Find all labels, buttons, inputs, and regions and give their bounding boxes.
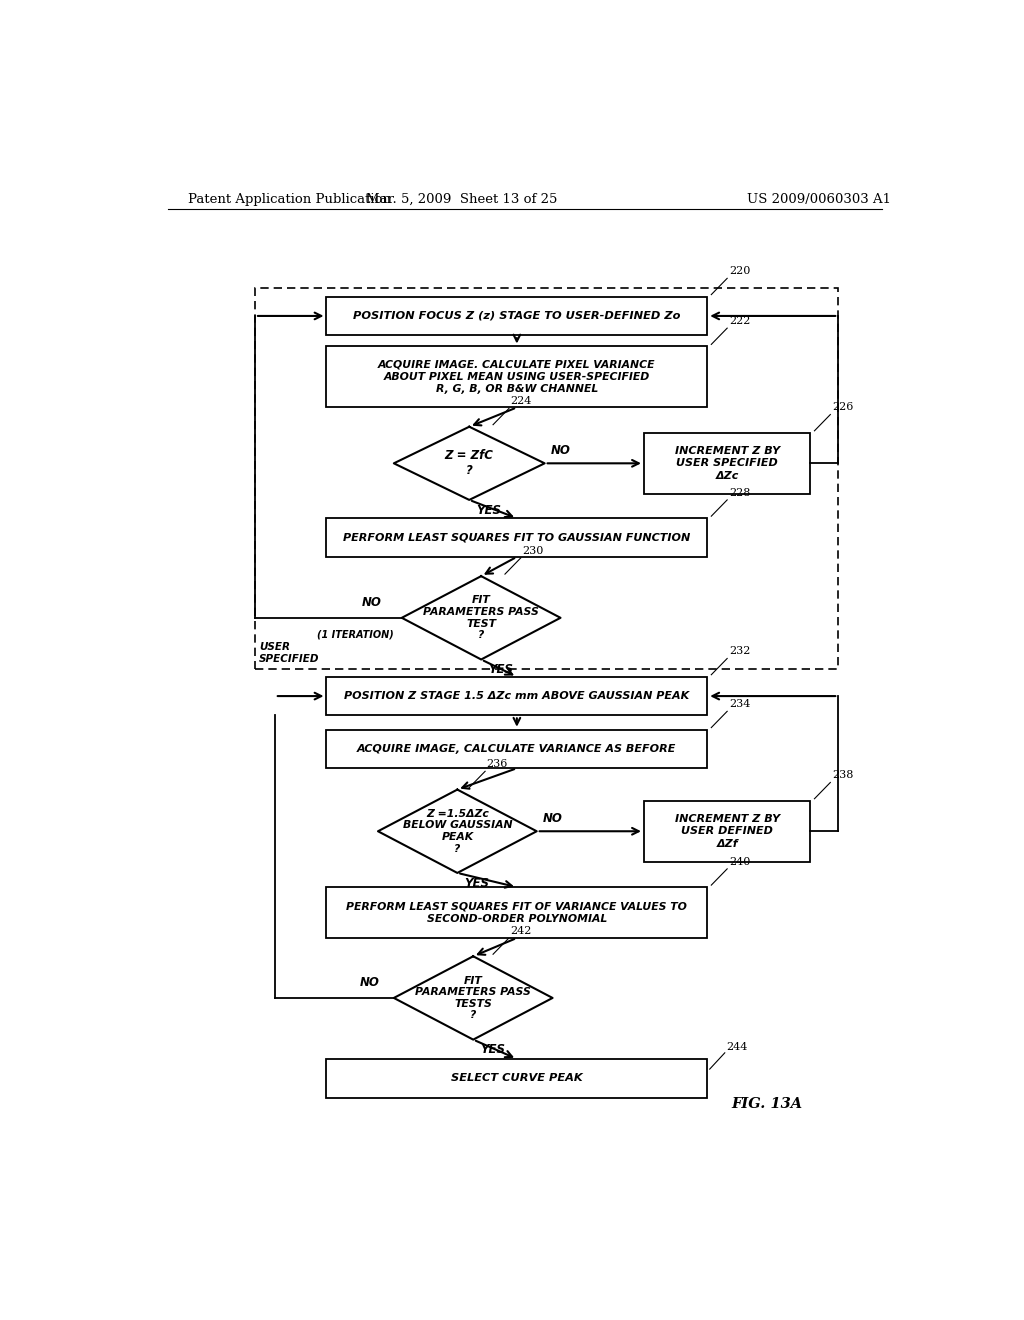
Text: ACQUIRE IMAGE. CALCULATE PIXEL VARIANCE
ABOUT PIXEL MEAN USING USER-SPECIFIED
R,: ACQUIRE IMAGE. CALCULATE PIXEL VARIANCE …: [378, 359, 655, 395]
Text: FIG. 13A: FIG. 13A: [731, 1097, 802, 1110]
Text: INCREMENT Z BY
USER SPECIFIED
ΔZc: INCREMENT Z BY USER SPECIFIED ΔZc: [675, 446, 779, 480]
Text: 226: 226: [831, 403, 853, 412]
Text: (1 ITERATION): (1 ITERATION): [317, 630, 394, 639]
Text: NO: NO: [359, 977, 380, 989]
Text: POSITION Z STAGE 1.5 ΔZc mm ABOVE GAUSSIAN PEAK: POSITION Z STAGE 1.5 ΔZc mm ABOVE GAUSSI…: [344, 692, 689, 701]
Text: POSITION FOCUS Z (z) STAGE TO USER-DEFINED Zo: POSITION FOCUS Z (z) STAGE TO USER-DEFIN…: [353, 312, 681, 321]
Text: ACQUIRE IMAGE, CALCULATE VARIANCE AS BEFORE: ACQUIRE IMAGE, CALCULATE VARIANCE AS BEF…: [357, 744, 677, 754]
Text: 220: 220: [729, 267, 751, 276]
Text: SELECT CURVE PEAK: SELECT CURVE PEAK: [451, 1073, 583, 1084]
Polygon shape: [378, 789, 537, 873]
Text: 240: 240: [729, 857, 751, 867]
Text: 228: 228: [729, 488, 751, 498]
Text: YES: YES: [480, 1043, 506, 1056]
Polygon shape: [394, 956, 553, 1040]
Text: USER
SPECIFIED: USER SPECIFIED: [259, 642, 319, 664]
Text: YES: YES: [465, 876, 489, 890]
Bar: [255, 289, 839, 669]
Text: 232: 232: [729, 647, 751, 656]
Text: 238: 238: [831, 771, 853, 780]
Text: YES: YES: [488, 663, 513, 676]
Text: 224: 224: [511, 396, 531, 407]
Bar: [327, 346, 708, 408]
Text: YES: YES: [476, 503, 502, 516]
Polygon shape: [401, 576, 560, 660]
Bar: [644, 801, 811, 862]
Text: Mar. 5, 2009  Sheet 13 of 25: Mar. 5, 2009 Sheet 13 of 25: [366, 193, 557, 206]
Text: FIT
PARAMETERS PASS
TESTS
?: FIT PARAMETERS PASS TESTS ?: [416, 975, 531, 1020]
Text: US 2009/0060303 A1: US 2009/0060303 A1: [748, 193, 891, 206]
Text: Z = ZfC
?: Z = ZfC ?: [444, 449, 494, 478]
Bar: [327, 1059, 708, 1097]
Bar: [644, 433, 811, 494]
Bar: [327, 519, 708, 557]
Text: FIT
PARAMETERS PASS
TEST
?: FIT PARAMETERS PASS TEST ?: [423, 595, 539, 640]
Bar: [327, 297, 708, 335]
Text: 242: 242: [511, 925, 531, 936]
Text: 222: 222: [729, 315, 751, 326]
Text: Z =1.5ΔZc
BELOW GAUSSIAN
PEAK
?: Z =1.5ΔZc BELOW GAUSSIAN PEAK ?: [402, 809, 512, 854]
Polygon shape: [394, 426, 545, 500]
Bar: [327, 677, 708, 715]
Text: NO: NO: [543, 812, 562, 825]
Text: 236: 236: [486, 759, 508, 770]
Text: Patent Application Publication: Patent Application Publication: [187, 193, 390, 206]
Bar: [327, 887, 708, 939]
Text: 244: 244: [726, 1041, 748, 1052]
Text: PERFORM LEAST SQUARES FIT TO GAUSSIAN FUNCTION: PERFORM LEAST SQUARES FIT TO GAUSSIAN FU…: [343, 532, 690, 543]
Text: NO: NO: [362, 597, 382, 609]
Text: INCREMENT Z BY
USER DEFINED
ΔZf: INCREMENT Z BY USER DEFINED ΔZf: [675, 814, 779, 849]
Text: 230: 230: [522, 545, 544, 556]
Text: 234: 234: [729, 700, 751, 709]
Text: NO: NO: [551, 444, 570, 457]
Bar: [327, 730, 708, 768]
Text: PERFORM LEAST SQUARES FIT OF VARIANCE VALUES TO
SECOND-ORDER POLYNOMIAL: PERFORM LEAST SQUARES FIT OF VARIANCE VA…: [346, 902, 687, 924]
